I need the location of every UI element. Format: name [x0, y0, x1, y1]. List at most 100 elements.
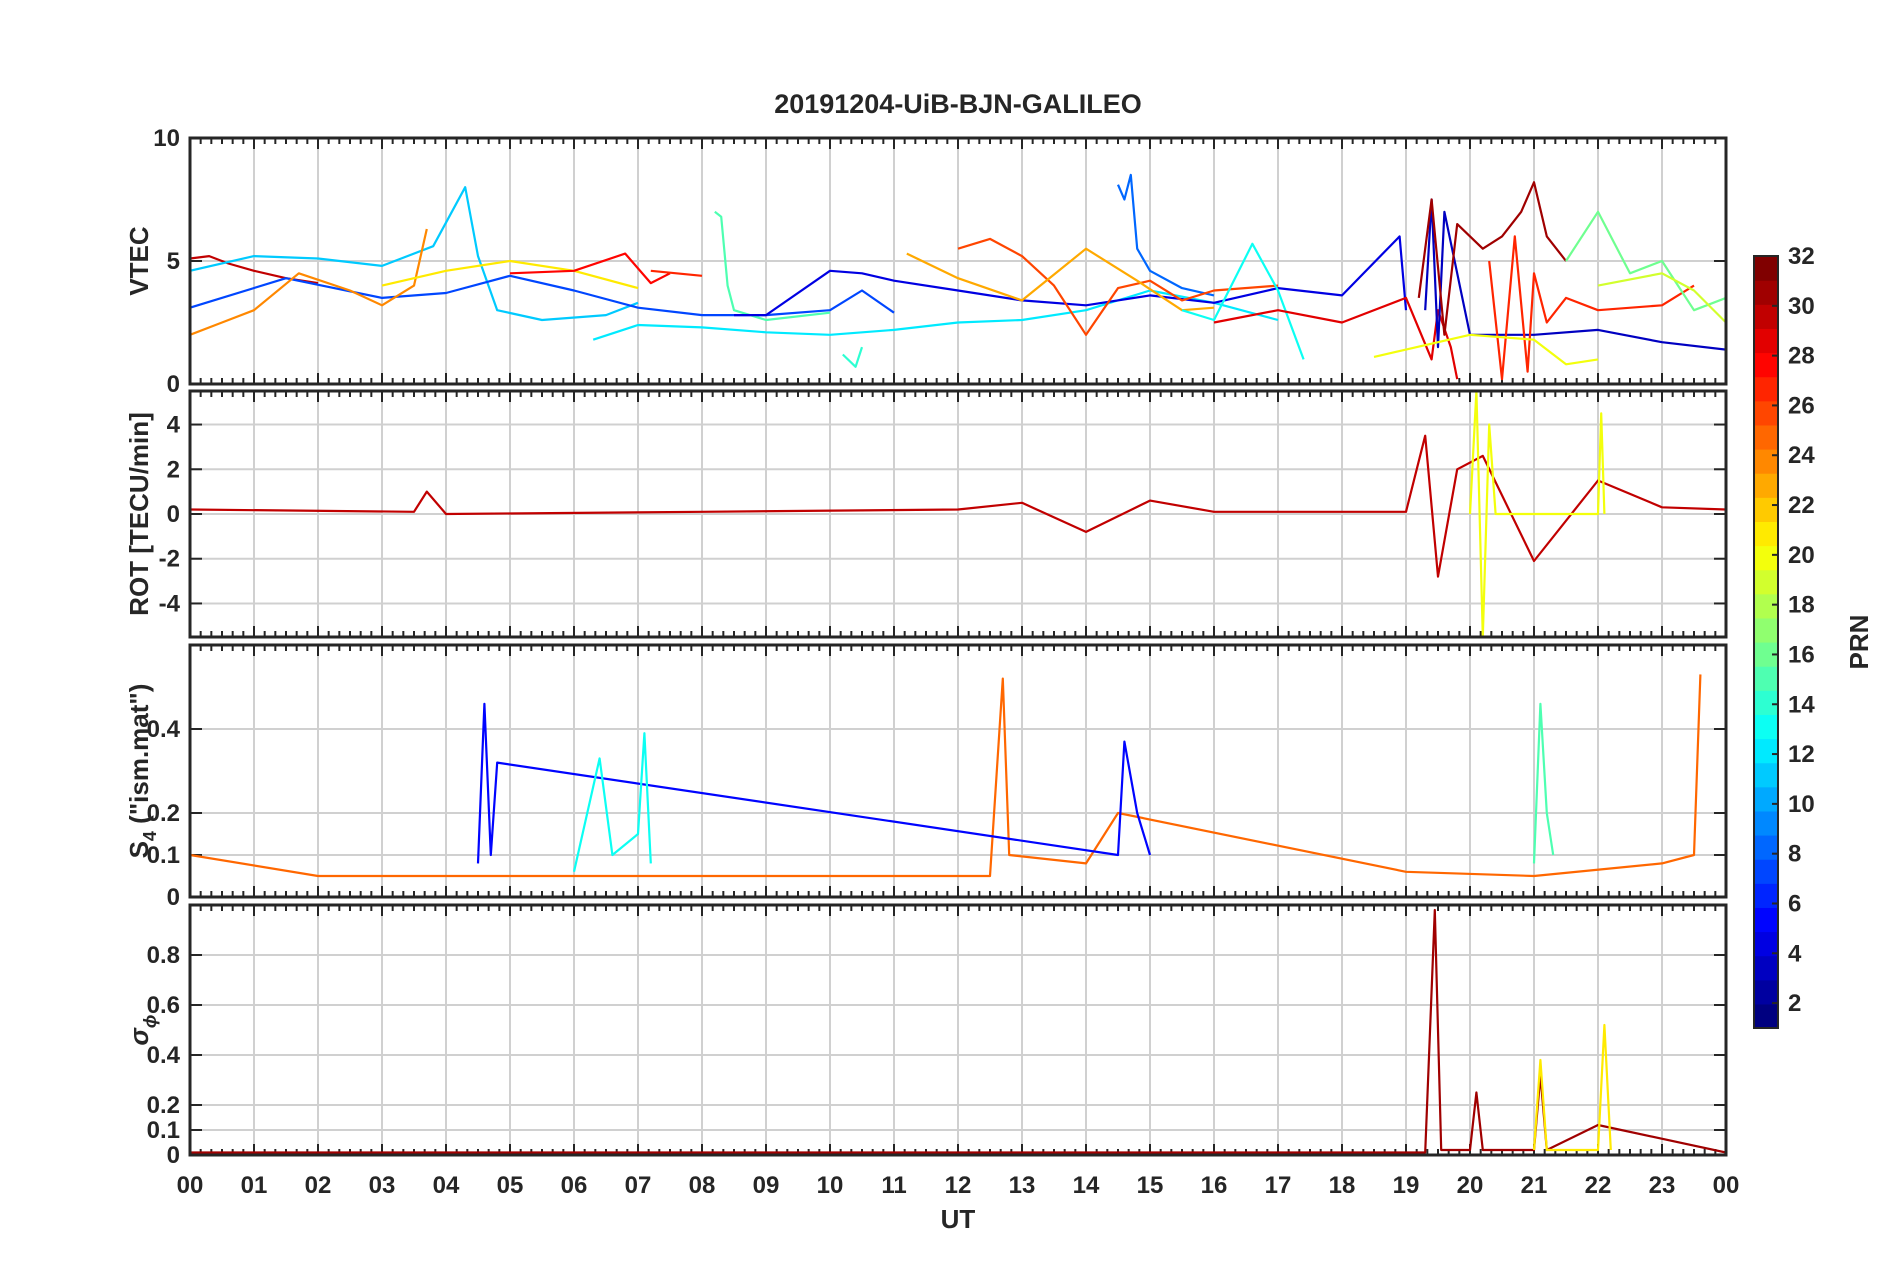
series-prn-13-vtec	[1181, 242, 1305, 360]
x-tick-label: 22	[1585, 1172, 1612, 1199]
colorbar-tick-label: 20	[1788, 542, 1815, 569]
panel-frame	[188, 643, 1728, 899]
colorbar-band	[1754, 714, 1778, 740]
colorbar-band	[1754, 931, 1778, 957]
x-axis-label: UT	[941, 1204, 976, 1234]
series-prn-30-rot	[190, 434, 1726, 578]
colorbar-tick-label: 22	[1788, 492, 1815, 519]
series-prn-15-vtec	[714, 210, 831, 322]
x-tick-label: 01	[241, 1172, 268, 1199]
series-prn-11-vtec	[190, 186, 639, 322]
y-label-tail: ("ism.mat")	[124, 684, 154, 831]
x-tick-label: 11	[881, 1172, 906, 1199]
colorbar-tick-label: 26	[1788, 392, 1815, 419]
y-label-subscript: 4	[140, 831, 160, 841]
y-tick-label: 0.2	[147, 1092, 180, 1119]
colorbar-band	[1754, 328, 1778, 354]
x-tick-label: 23	[1649, 1172, 1676, 1199]
y-tick-label: 0.1	[147, 842, 180, 869]
series-prn-24-vtec	[190, 228, 428, 336]
x-tick-label: 07	[625, 1172, 652, 1199]
y-label-subscript: ϕ	[140, 1015, 160, 1029]
colorbar-band	[1754, 955, 1778, 981]
series-prn-19-vtec	[1597, 272, 1726, 324]
x-tick-label: 02	[305, 1172, 332, 1199]
series-prn-26-vtec	[957, 237, 1279, 336]
colorbar-tick-label: 32	[1788, 243, 1815, 270]
colorbar-band	[1754, 617, 1778, 643]
panel-rot: -4 -2 0 2 4 ROT [TECU/min]	[124, 389, 1728, 639]
colorbar-tick-label: 24	[1788, 442, 1815, 469]
y-tick-label: 0	[167, 884, 180, 911]
colorbar-band	[1754, 593, 1778, 619]
panel-frame	[188, 389, 1728, 639]
x-tick-label: 15	[1137, 1172, 1164, 1199]
series-prn-20-rot	[1468, 391, 1606, 637]
series-prn-12-vtec	[592, 289, 1279, 341]
x-tick-label: 03	[369, 1172, 396, 1199]
colorbar-band	[1754, 859, 1778, 884]
colorbar-band	[1754, 545, 1778, 571]
series-prn-13-s4	[572, 732, 652, 873]
colorbar-tick-label: 28	[1788, 343, 1815, 370]
y-label-main: σ	[124, 1026, 154, 1045]
series-prn-31-vtec	[1417, 181, 1567, 336]
series-prn-21-sigma	[1532, 1023, 1612, 1152]
x-tick-label: 08	[689, 1172, 716, 1199]
colorbar-band	[1754, 352, 1778, 378]
colorbar-band	[1754, 907, 1778, 933]
series-prn-8-vtec	[1116, 173, 1215, 297]
series-prn-25-s4	[190, 674, 1702, 878]
colorbar-band	[1754, 762, 1778, 788]
colorbar-band	[1754, 497, 1778, 522]
colorbar-tick-label: 2	[1788, 990, 1801, 1017]
y-tick-label: 0.8	[147, 942, 180, 969]
colorbar-band	[1754, 473, 1778, 498]
panel-vtec: 0 5 10 VTEC	[124, 125, 1728, 398]
x-tick-label: 17	[1265, 1172, 1292, 1199]
colorbar-label: PRN	[1844, 615, 1874, 670]
colorbar-band	[1754, 786, 1778, 812]
series-prn-21-vtec	[381, 259, 639, 290]
colorbar-tick-label: 16	[1788, 641, 1815, 668]
y-tick-label: 0.2	[147, 800, 180, 827]
series-prn-20-vtec	[1373, 333, 1599, 366]
x-tick-label: 14	[1073, 1172, 1100, 1199]
panel-sigma: 00.10.2 0.4 0.6 0.8 σϕ	[124, 903, 1728, 1169]
colorbar-band	[1754, 569, 1778, 595]
colorbar-tick-label: 6	[1788, 890, 1801, 917]
x-tick-label: 09	[753, 1172, 780, 1199]
series-prn-29-vtec	[1213, 296, 1459, 380]
y-tick-label: 0.4	[147, 1042, 181, 1069]
series-prn-7-vtec	[190, 274, 895, 317]
colorbar-tick-label: 4	[1788, 940, 1802, 967]
colorbar-band	[1754, 666, 1778, 691]
y-tick-label: 0.6	[147, 992, 180, 1019]
colorbar-band	[1754, 256, 1778, 281]
colorbar-band	[1754, 835, 1778, 860]
x-tick-label: 20	[1457, 1172, 1484, 1199]
y-axis-label-rot: ROT [TECU/min]	[124, 412, 154, 616]
series-prn-16-vtec	[1565, 210, 1726, 312]
x-tick-label: 12	[945, 1172, 972, 1199]
colorbar-band	[1754, 979, 1778, 1005]
x-tick-label: 21	[1521, 1172, 1548, 1199]
colorbar-tick-label: 8	[1788, 841, 1801, 868]
series-prn-4-vtec	[734, 235, 1408, 317]
series-prn-27-vtec	[650, 269, 703, 277]
colorbar-band	[1754, 424, 1778, 450]
panel-s4: 00.10.20.4S4 ("ism.mat")	[124, 643, 1728, 911]
y-tick-label: 5	[167, 248, 180, 275]
colorbar-tick-label: 12	[1788, 741, 1815, 768]
x-tick-label: 19	[1393, 1172, 1420, 1199]
y-label-main: S	[124, 841, 154, 858]
y-axis-label-s4: S4 ("ism.mat")	[124, 684, 160, 859]
colorbar-tick-label: 30	[1788, 293, 1815, 320]
colorbar-band	[1754, 738, 1778, 764]
series-prn-5-s4	[476, 702, 1152, 864]
y-axis-label-vtec: VTEC	[124, 226, 154, 296]
x-tick-label: 04	[433, 1172, 460, 1199]
